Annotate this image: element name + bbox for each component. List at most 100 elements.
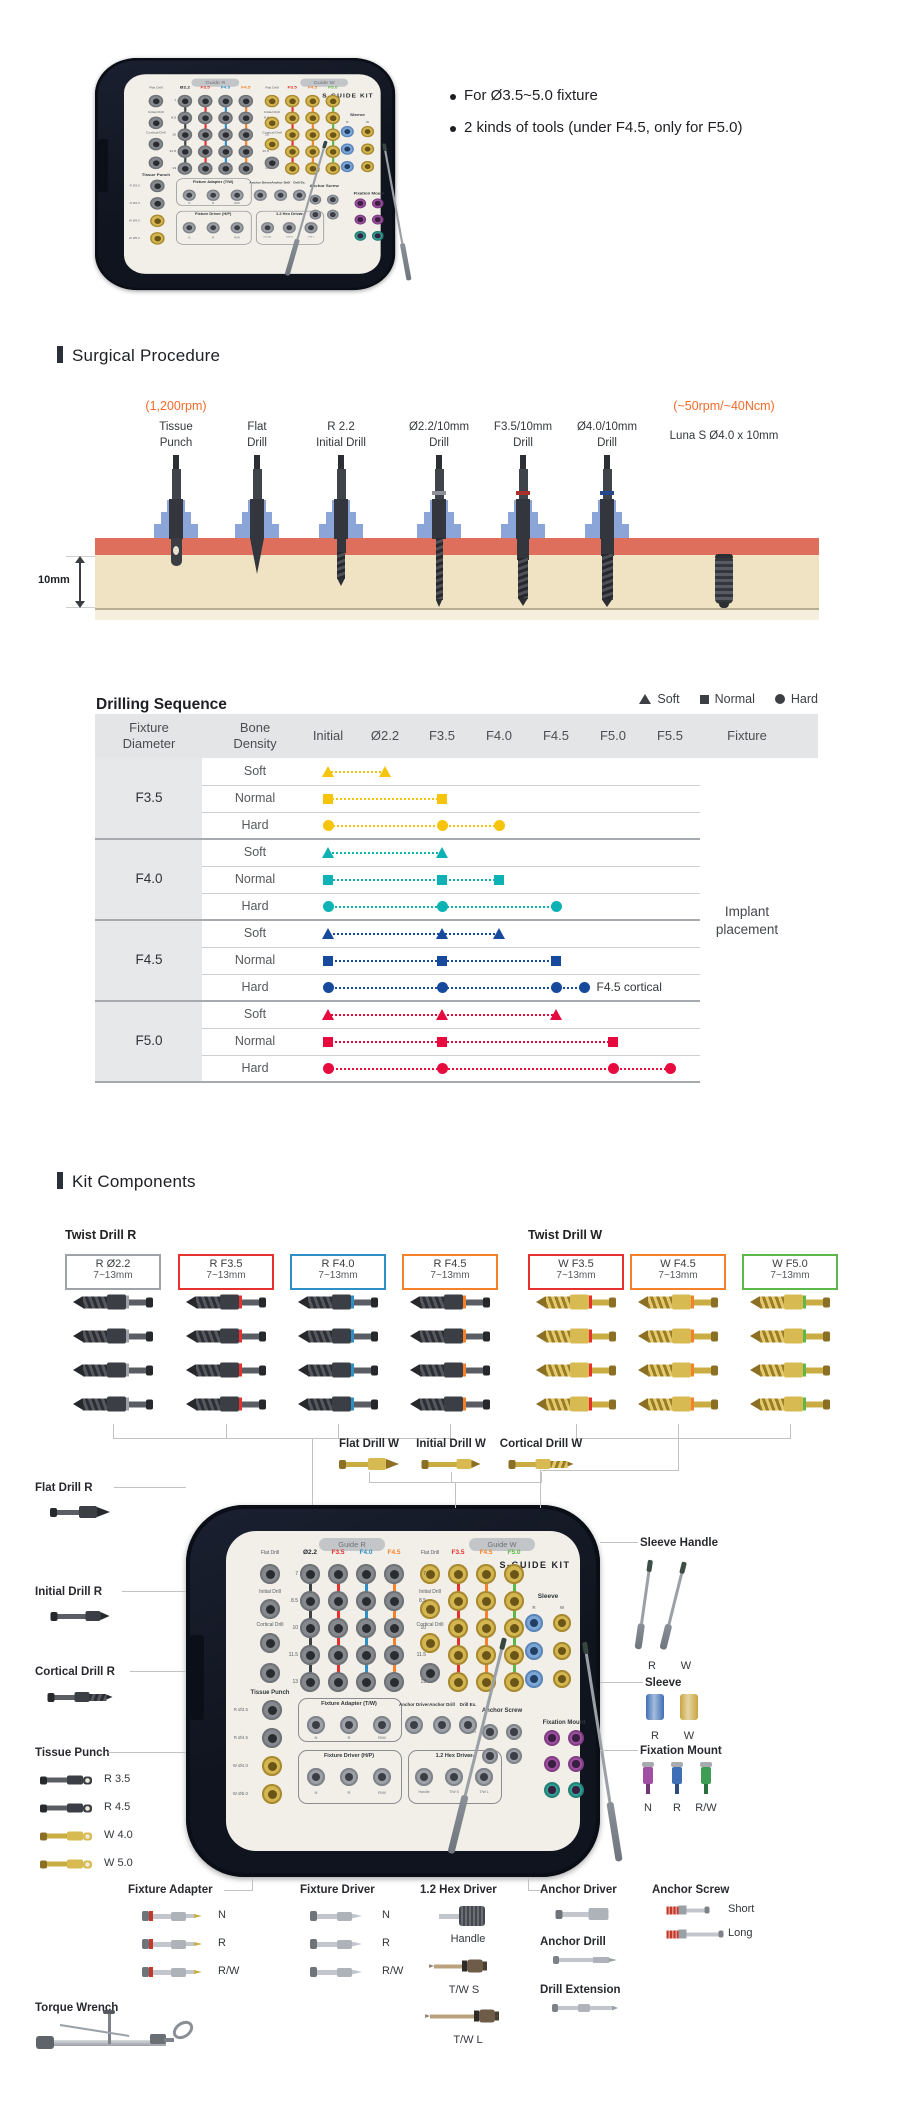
tool-segment	[648, 1398, 672, 1410]
kit-circle	[300, 1618, 320, 1638]
circle-center	[309, 98, 316, 104]
marker-square	[494, 874, 504, 885]
guide-w-col-header: F5.0	[328, 85, 338, 90]
circle-center	[453, 1650, 463, 1660]
kit-circle	[448, 1564, 468, 1584]
kit-circle	[150, 214, 165, 228]
tool-segment	[153, 1969, 171, 1975]
column-header: F5.0	[599, 728, 627, 743]
tissue-size-label: W Ø4.0	[232, 1763, 248, 1768]
tool-segment	[691, 1363, 694, 1377]
kit-circle	[482, 1724, 498, 1740]
circle-center	[305, 1569, 315, 1579]
circle-center	[181, 165, 189, 172]
kit-circle	[206, 189, 220, 201]
tool-segment	[74, 1692, 90, 1702]
circle-center	[361, 1650, 371, 1660]
fixture-adapter-box	[298, 1698, 402, 1742]
circle-center	[329, 165, 337, 172]
marker-circle	[436, 982, 448, 993]
tool-segment	[47, 1833, 67, 1839]
kit-circle	[262, 1756, 282, 1776]
kit-circle	[384, 1564, 404, 1584]
tool-segment	[354, 1401, 371, 1407]
circle-center	[453, 1623, 463, 1633]
box-name: R F4.5	[433, 1258, 467, 1270]
circle-center	[268, 160, 276, 166]
text: Handle	[263, 235, 272, 239]
tool-segment	[308, 1330, 332, 1342]
marker-triangle	[549, 1008, 562, 1020]
guide-r-col-header: F4.5	[387, 1549, 401, 1556]
sequence-line	[328, 986, 585, 989]
marker-circle	[436, 901, 448, 912]
tool-segment	[153, 1913, 171, 1919]
tool-segment	[352, 1941, 362, 1947]
sequence-line	[328, 1067, 670, 1070]
circle-center	[305, 1650, 315, 1660]
text: T/W S	[449, 1790, 459, 1794]
legend-item: Normal	[699, 692, 755, 706]
tool-segment	[308, 1296, 332, 1308]
kit-circle	[433, 1716, 451, 1734]
circle-center	[267, 1733, 277, 1743]
circle-center	[481, 1677, 491, 1687]
legend-label: Hard	[790, 692, 818, 706]
tissue-punch-item-icon	[40, 1803, 92, 1813]
shape	[701, 1767, 711, 1784]
row-number: 11.5	[416, 1652, 426, 1658]
bullet-text: 2 kinds of tools (under F4.5, only for F…	[464, 119, 743, 136]
anchor-screw-item-label: Short	[728, 1903, 755, 1915]
tool-segment	[430, 2014, 474, 2018]
text: Cortical Drill	[146, 131, 166, 135]
shape	[436, 455, 442, 471]
twist-drill-box: R F3.5 7~13mm	[178, 1254, 274, 1290]
shape	[95, 1001, 202, 1082]
circle-center	[344, 146, 351, 152]
tool-segment	[760, 1364, 784, 1376]
kit-circle	[307, 1768, 325, 1786]
tool-segment	[686, 1908, 705, 1912]
kit-circle	[328, 1591, 348, 1611]
circle-center	[152, 120, 160, 126]
kit-circle	[448, 1591, 468, 1611]
circle-center	[364, 164, 371, 170]
connector-line	[114, 1487, 186, 1488]
circle-center	[222, 115, 229, 121]
arrow-up	[75, 556, 85, 563]
circle-center	[510, 1752, 518, 1760]
guide-r-pill-label: Guide R	[338, 1540, 366, 1549]
tissue-size-label: R Ø4.5	[233, 1735, 248, 1740]
kit-circle	[420, 1663, 440, 1683]
marker-square	[437, 955, 447, 966]
tissue-punch-item-icon	[40, 1775, 92, 1785]
kit-circle	[325, 111, 341, 125]
tool-segment	[784, 1328, 803, 1344]
box-name: W F3.5	[558, 1258, 594, 1270]
kit-circle	[340, 1716, 358, 1734]
marker-square	[323, 955, 333, 966]
tissue-size-label: W Ø5.0	[232, 1791, 248, 1796]
marker-square	[323, 1036, 333, 1047]
circle-center	[154, 200, 161, 207]
guide-w-col-header: F5.0	[507, 1549, 521, 1556]
tool-segment	[593, 1957, 609, 1963]
marker-triangle	[435, 927, 448, 939]
shape	[95, 608, 819, 610]
callout-sleeve-handle: Sleeve Handle	[640, 1537, 718, 1549]
kit-circle	[361, 143, 375, 155]
tool-segment	[570, 1362, 589, 1378]
tool-segment	[558, 2006, 578, 2010]
density-label: Normal	[234, 790, 276, 805]
tool-label: Drill	[597, 437, 617, 449]
marker-circle	[550, 901, 562, 912]
tool-segment	[107, 1362, 126, 1378]
shape	[518, 598, 528, 606]
shape	[679, 1561, 687, 1575]
tool-segment	[83, 1296, 107, 1308]
circle-center	[361, 1677, 371, 1687]
circle-center	[389, 1569, 399, 1579]
kit-circle	[354, 214, 367, 225]
marker-circle	[322, 982, 334, 993]
tool-segment	[589, 1397, 592, 1411]
